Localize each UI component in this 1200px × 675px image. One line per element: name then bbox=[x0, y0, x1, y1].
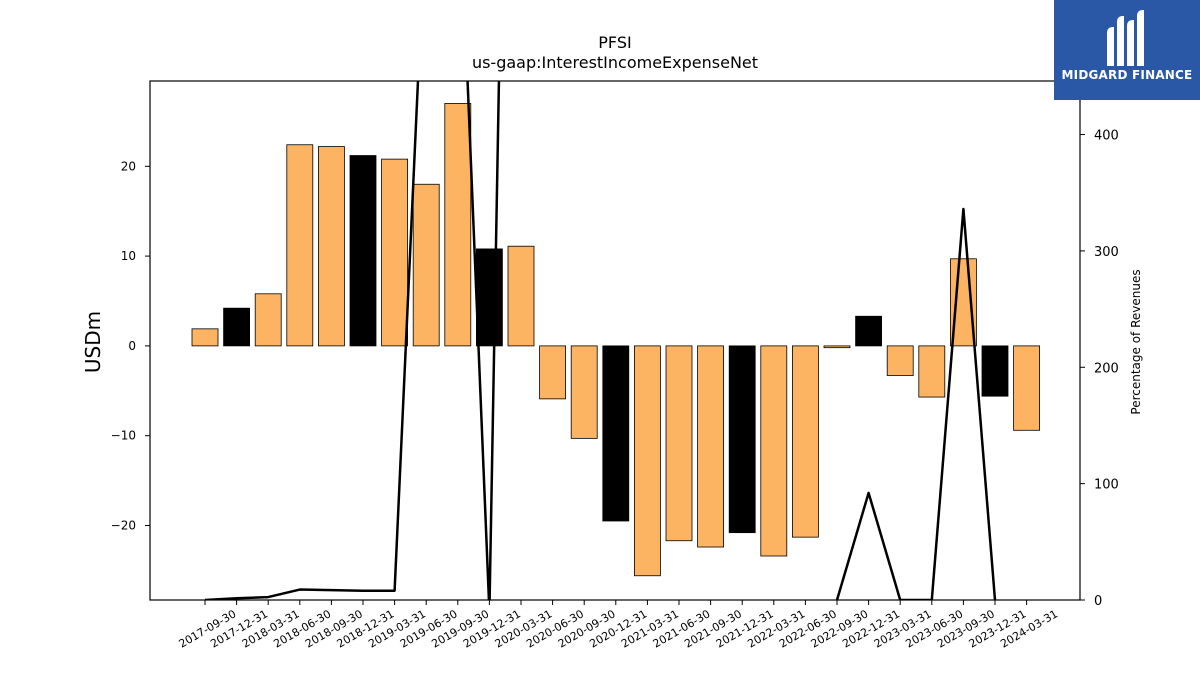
plot-area: −20−100102001002003004002017-09-302017-1… bbox=[111, 80, 1119, 651]
bar-2023-12-31 bbox=[981, 345, 1009, 397]
y2-axis-label: Percentage of Revenues bbox=[1129, 269, 1143, 414]
bar-2022-12-31 bbox=[855, 315, 882, 347]
bar-2018-09-30 bbox=[317, 146, 345, 347]
bar-2017-12-31 bbox=[223, 307, 251, 347]
line-series-group bbox=[204, 81, 997, 600]
brand-logo: MIDGARD FINANCE bbox=[1054, 0, 1200, 100]
y-tick-label: 10 bbox=[121, 249, 136, 263]
bar-2023-03-31 bbox=[886, 345, 914, 376]
bar-2019-03-31 bbox=[381, 158, 409, 347]
midgard-logo-icon bbox=[1107, 10, 1144, 66]
bar-2019-09-30 bbox=[444, 103, 472, 347]
bar-2021-09-30 bbox=[697, 345, 724, 548]
bar-2021-12-31 bbox=[728, 345, 756, 534]
chart-title: PFSI bbox=[598, 33, 631, 52]
bar-2019-06-30 bbox=[412, 183, 440, 347]
bar-2020-09-30 bbox=[570, 345, 598, 439]
plot-frame bbox=[149, 80, 1081, 601]
y2-tick-label: 300 bbox=[1094, 245, 1119, 260]
percentage-line bbox=[835, 207, 997, 600]
bar-2022-09-30 bbox=[823, 345, 851, 349]
y-axis-label: USDm bbox=[81, 311, 105, 373]
y-tick-label: −20 bbox=[111, 518, 136, 532]
bar-2018-12-31 bbox=[349, 155, 377, 347]
y2-tick-label: 100 bbox=[1094, 478, 1119, 493]
bar-2019-12-31 bbox=[475, 248, 503, 347]
bar-2018-06-30 bbox=[286, 144, 314, 347]
chart-subtitle: us-gaap:InterestIncomeExpenseNet bbox=[472, 53, 758, 72]
y2-tick-label: 400 bbox=[1094, 129, 1119, 144]
bar-2020-12-31 bbox=[602, 345, 630, 522]
bar-2024-03-31 bbox=[1013, 345, 1040, 431]
logo-text: MIDGARD FINANCE bbox=[1061, 68, 1193, 82]
bar-2022-03-31 bbox=[760, 345, 788, 557]
bar-2021-03-31 bbox=[634, 345, 661, 577]
y-tick-label: 0 bbox=[128, 339, 136, 353]
bar-2020-06-30 bbox=[539, 345, 566, 400]
y2-tick-label: 0 bbox=[1094, 594, 1102, 609]
y-tick-label: 20 bbox=[121, 159, 136, 173]
bar-2022-06-30 bbox=[792, 345, 819, 538]
percentage-line bbox=[204, 81, 501, 600]
bar-2020-03-31 bbox=[507, 245, 535, 347]
y-tick-label: −10 bbox=[111, 429, 136, 443]
bar-2021-06-30 bbox=[665, 345, 693, 542]
bar-2017-09-30 bbox=[191, 328, 219, 347]
bar-2023-06-30 bbox=[918, 345, 946, 398]
y2-tick-label: 200 bbox=[1094, 361, 1119, 376]
bar-2018-03-31 bbox=[254, 293, 282, 347]
